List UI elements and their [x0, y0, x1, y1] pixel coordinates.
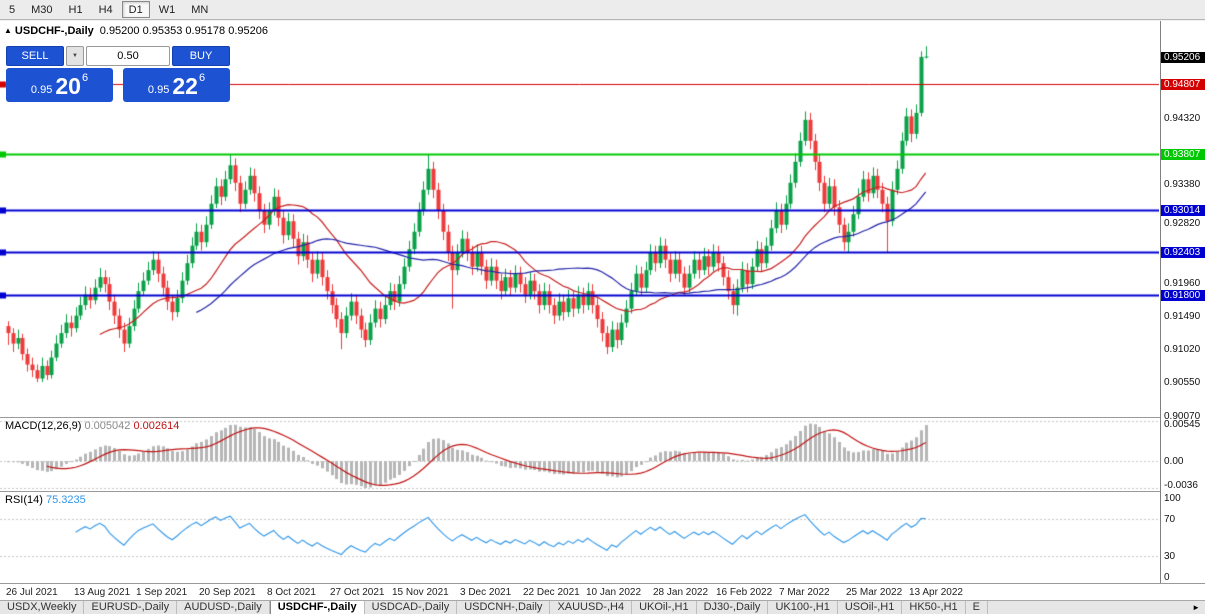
bid-price-small: 0.95: [30, 84, 53, 96]
time-axis-label: 1 Sep 2021: [136, 587, 188, 598]
price-scale-label: -0.0036: [1164, 480, 1198, 491]
ask-price-small: 0.95: [147, 84, 170, 96]
macd-label: MACD(12,26,9): [5, 420, 82, 432]
chart-title: ▲ USDCHF-,Daily 0.95200 0.95353 0.95178 0.…: [4, 25, 268, 37]
symbol-tab-hk50-h1[interactable]: HK50-,H1: [902, 601, 966, 614]
ask-price-sup: 6: [198, 72, 206, 84]
price-scale-label: 0.91490: [1164, 311, 1201, 322]
price-scale-label: 0: [1164, 572, 1170, 583]
macd-pane-canvas[interactable]: [0, 418, 1159, 491]
price-scale-label: 0.94807: [1161, 79, 1205, 90]
rsi-title: RSI(14) 75.3235: [5, 494, 86, 506]
symbol-tab-usdchf-daily[interactable]: USDCHF-,Daily: [269, 601, 365, 614]
rsi-value: 75.3235: [45, 494, 86, 506]
time-axis[interactable]: 26 Jul 2021 13 Aug 2021 1 Sep 2021 20 Sep 2…: [0, 584, 1205, 600]
price-scale-label: 0.91800: [1161, 290, 1205, 301]
time-axis-label: 22 Dec 2021: [523, 587, 580, 598]
time-axis-label: 26 Jul 2021: [6, 587, 58, 598]
chart-title-symbol: USDCHF-,Daily: [14, 25, 94, 37]
time-axis-label: 13 Apr 2022: [909, 587, 963, 598]
timeframe-button-mn[interactable]: MN: [191, 4, 209, 16]
one-click-trading-panel: SELL ▼ BUY 0.95 20 6 0.95 22 6: [6, 46, 230, 102]
time-axis-label: 28 Jan 2022: [653, 587, 709, 598]
symbol-tab-usdcnh-daily[interactable]: USDCNH-,Daily: [457, 601, 551, 614]
price-scale-label: 0.94320: [1164, 113, 1201, 124]
bid-price-sup: 6: [81, 72, 89, 84]
symbol-tab-uk100-h1[interactable]: UK100-,H1: [768, 601, 838, 614]
buy-price-box[interactable]: 0.95 22 6: [123, 68, 230, 102]
price-scale-label: 70: [1164, 514, 1176, 525]
time-axis-label: 20 Sep 2021: [199, 587, 256, 598]
timeframe-buttons: 5 M30 H1 H4 D1 W1 MN: [2, 1, 215, 18]
price-scale-label: 0.90550: [1164, 377, 1201, 388]
time-axis-label: 25 Mar 2022: [846, 587, 903, 598]
macd-title: MACD(12,26,9) 0.005042 0.002614: [5, 420, 179, 432]
time-axis-label: 8 Oct 2021: [267, 587, 316, 598]
time-axis-label: 15 Nov 2021: [392, 587, 449, 598]
chart-title-arrow-icon: ▲: [4, 26, 12, 35]
price-scale-label: 30: [1164, 551, 1176, 562]
timeframe-button-h1[interactable]: H1: [68, 4, 83, 16]
time-axis-label: 13 Aug 2021: [74, 587, 131, 598]
timeframe-button-d1[interactable]: D1: [121, 1, 150, 18]
timeframe-button-w1[interactable]: W1: [158, 4, 176, 16]
price-scale-label: 0.93014: [1161, 205, 1205, 216]
trade-panel-prices: 0.95 20 6 0.95 22 6: [6, 68, 230, 102]
ask-price-big: 22: [172, 73, 198, 99]
symbol-tab-usoil-h1[interactable]: USOil-,H1: [838, 601, 903, 614]
symbol-tab-ukoil-h1[interactable]: UKOil-,H1: [632, 601, 697, 614]
time-axis-label: 27 Oct 2021: [330, 587, 385, 598]
timeframe-button-m30[interactable]: M30: [31, 4, 53, 16]
price-scale-label: 0.93807: [1161, 149, 1205, 160]
price-scale-label: 0.92403: [1161, 247, 1205, 258]
rsi-pane-canvas[interactable]: [0, 492, 1159, 583]
volume-dropdown-button[interactable]: ▼: [66, 46, 84, 66]
timeframe-button-h4[interactable]: H4: [98, 4, 113, 16]
macd-value-signal: 0.002614: [133, 420, 180, 432]
time-axis-label: 3 Dec 2021: [460, 587, 512, 598]
price-scale-label: 0.93380: [1164, 179, 1201, 190]
macd-value-main: 0.005042: [84, 420, 131, 432]
time-axis-label: 7 Mar 2022: [779, 587, 830, 598]
pane-separator: [0, 583, 1205, 584]
price-scale-label: 0.91020: [1164, 344, 1201, 355]
bid-price-big: 20: [55, 73, 81, 99]
price-scale-label: 0.92820: [1164, 218, 1201, 229]
timeframe-button-5[interactable]: 5: [9, 4, 16, 16]
timeframe-toolbar: 5 M30 H1 H4 D1 W1 MN: [0, 0, 1205, 20]
price-scale-label: 0.00545: [1164, 419, 1201, 430]
pane-separator[interactable]: [0, 417, 1205, 418]
price-scale-label: 100: [1164, 493, 1181, 504]
time-axis-label: 16 Feb 2022: [716, 587, 773, 598]
symbol-tabs: USDX,Weekly EURUSD-,Daily AUDUSD-,Daily USD…: [0, 601, 1187, 614]
symbol-tab-eurusd-daily[interactable]: EURUSD-,Daily: [84, 601, 178, 614]
price-scale-label: 0.00: [1164, 456, 1184, 467]
symbol-tab-usdcad-daily[interactable]: USDCAD-,Daily: [365, 601, 458, 614]
chart-title-ohlc: 0.95200 0.95353 0.95178 0.95206: [99, 25, 268, 37]
buy-button[interactable]: BUY: [172, 46, 230, 66]
symbol-tab-xauusd-h4[interactable]: XAUUSD-,H4: [550, 601, 633, 614]
symbol-tab-dj30-daily[interactable]: DJ30-,Daily: [697, 601, 769, 614]
volume-input[interactable]: [86, 46, 170, 66]
symbol-tab-usdx-weekly[interactable]: USDX,Weekly: [0, 601, 85, 614]
symbol-tab-e[interactable]: E: [966, 601, 989, 614]
time-axis-label: 10 Jan 2022: [586, 587, 642, 598]
price-scale[interactable]: 0.94320 0.93380 0.92820 0.91960 0.91490 0.910…: [1160, 21, 1205, 583]
symbol-tab-audusd-daily[interactable]: AUDUSD-,Daily: [177, 601, 270, 614]
symbol-tab-bar: USDX,Weekly EURUSD-,Daily AUDUSD-,Daily USD…: [0, 600, 1205, 614]
trade-panel-controls: SELL ▼ BUY: [6, 46, 230, 66]
sell-button[interactable]: SELL: [6, 46, 64, 66]
rsi-label: RSI(14): [5, 494, 43, 506]
price-scale-label: 0.90070: [1164, 411, 1201, 422]
sell-price-box[interactable]: 0.95 20 6: [6, 68, 113, 102]
price-scale-label: 0.91960: [1164, 278, 1201, 289]
pane-separator[interactable]: [0, 491, 1205, 492]
tabs-scroll-right-button[interactable]: ►: [1192, 603, 1200, 612]
price-scale-label: 0.95206: [1161, 52, 1205, 63]
